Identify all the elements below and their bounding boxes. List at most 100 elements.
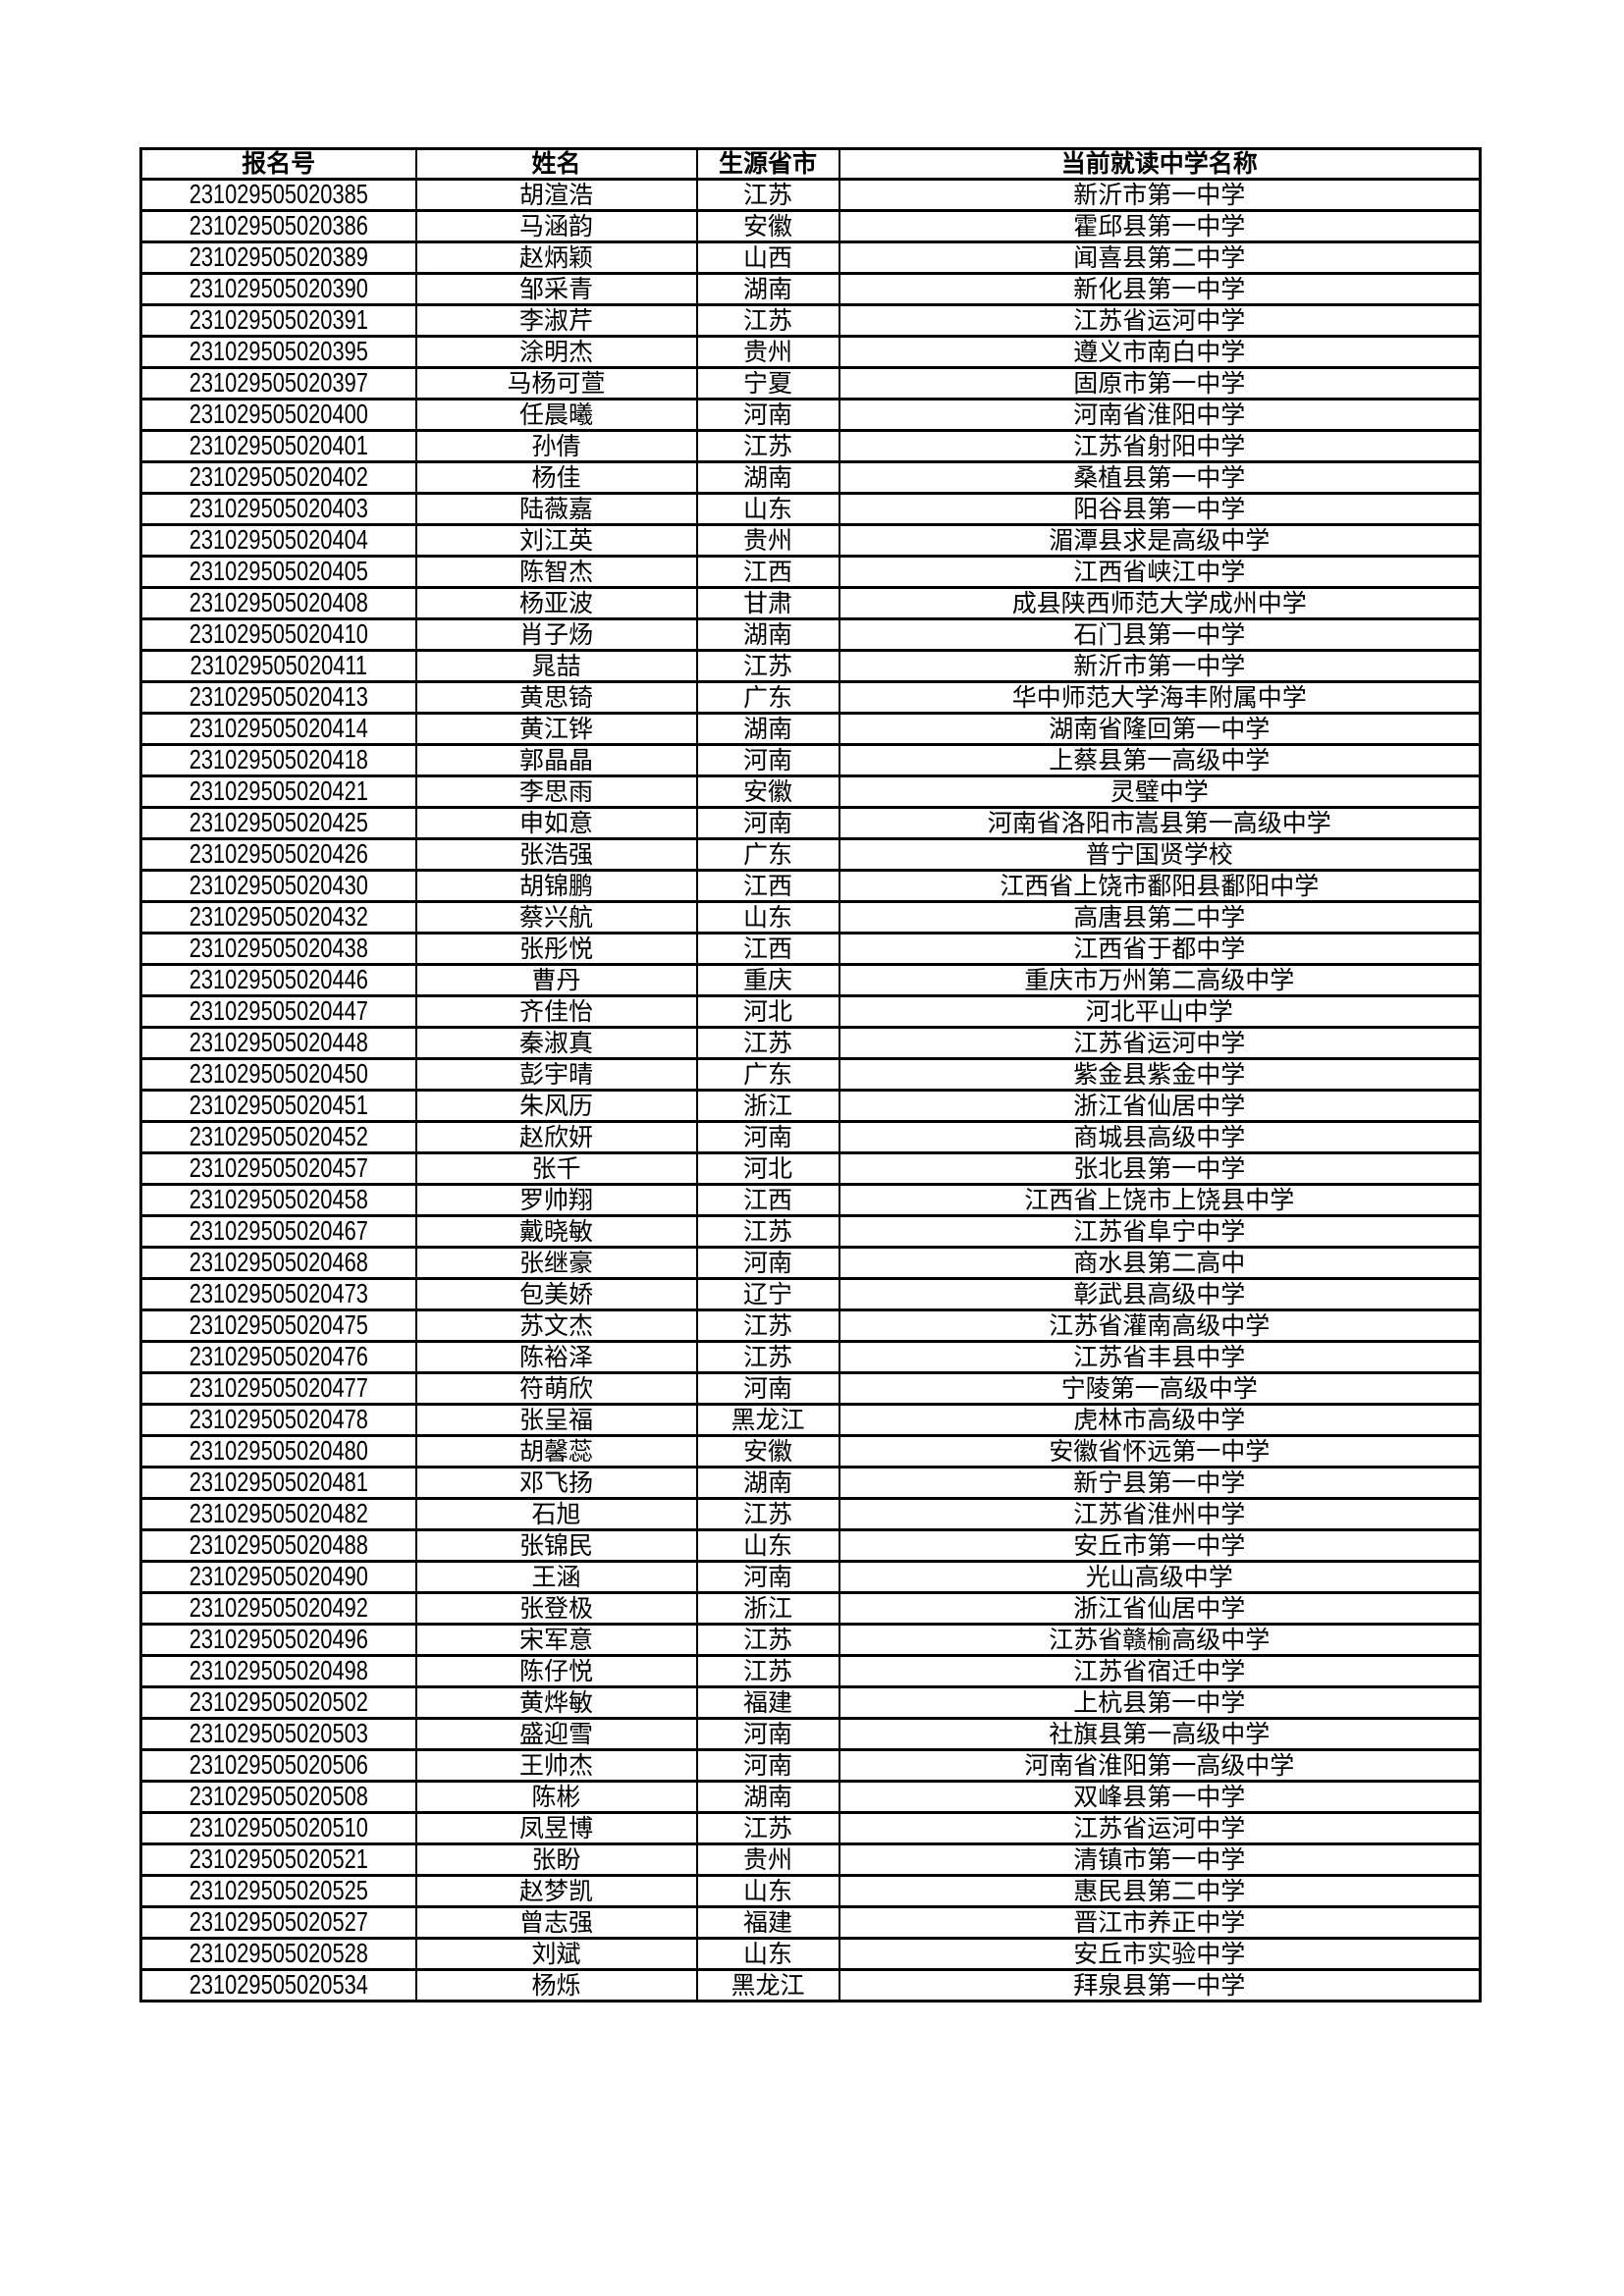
province-cell: 湖南 xyxy=(695,272,840,306)
registration-number-cell: 231029505020482 xyxy=(139,1497,417,1531)
registration-number: 231029505020432 xyxy=(189,901,368,932)
name-cell: 苏文杰 xyxy=(414,1308,698,1343)
province-cell: 湖南 xyxy=(695,460,840,495)
registration-number: 231029505020447 xyxy=(189,995,368,1026)
name-cell: 邓飞扬 xyxy=(414,1466,698,1500)
province-cell: 河南 xyxy=(695,1717,840,1751)
registration-number: 231029505020402 xyxy=(189,461,368,492)
school-cell: 新宁县第一中学 xyxy=(838,1466,1482,1500)
registration-number-cell: 231029505020401 xyxy=(139,429,417,463)
table-row: 231029505020426 张浩强 广东 普宁国贤学校 xyxy=(139,837,1482,872)
table-row: 231029505020395 涂明杰 贵州 遵义市南白中学 xyxy=(139,335,1482,369)
school-cell: 灵璧中学 xyxy=(838,774,1482,809)
registration-number-cell: 231029505020492 xyxy=(139,1591,417,1626)
table-row: 231029505020405 陈智杰 江西 江西省峡江中学 xyxy=(139,555,1482,589)
registration-number-cell: 231029505020496 xyxy=(139,1623,417,1657)
school-cell: 新沂市第一中学 xyxy=(838,649,1482,683)
name-cell: 杨佳 xyxy=(414,460,698,495)
name-cell: 李淑芹 xyxy=(414,303,698,338)
registration-number: 231029505020418 xyxy=(189,744,368,774)
school-cell: 双峰县第一中学 xyxy=(838,1780,1482,1814)
registration-number-cell: 231029505020405 xyxy=(139,555,417,589)
province-cell: 江西 xyxy=(695,932,840,966)
header-school: 当前就读中学名称 xyxy=(838,147,1482,181)
registration-number-cell: 231029505020467 xyxy=(139,1214,417,1249)
registration-number-cell: 231029505020477 xyxy=(139,1371,417,1406)
table-row: 231029505020506 王帅杰 河南 河南省淮阳第一高级中学 xyxy=(139,1748,1482,1783)
table-row: 231029505020534 杨烁 黑龙江 拜泉县第一中学 xyxy=(139,1968,1482,2002)
school-cell: 社旗县第一高级中学 xyxy=(838,1717,1482,1751)
registration-number: 231029505020482 xyxy=(189,1498,368,1528)
registration-number: 231029505020510 xyxy=(189,1812,368,1842)
name-cell: 蔡兴航 xyxy=(414,900,698,934)
school-cell: 江西省于都中学 xyxy=(838,932,1482,966)
table-row: 231029505020498 陈仔悦 江苏 江苏省宿迁中学 xyxy=(139,1654,1482,1688)
table-row: 231029505020418 郭晶晶 河南 上蔡县第一高级中学 xyxy=(139,743,1482,777)
registration-number: 231029505020425 xyxy=(189,807,368,837)
province-cell: 河北 xyxy=(695,994,840,1029)
name-cell: 涂明杰 xyxy=(414,335,698,369)
province-cell: 江苏 xyxy=(695,1623,840,1657)
province-cell: 甘肃 xyxy=(695,586,840,620)
registration-number: 231029505020476 xyxy=(189,1341,368,1371)
student-list-table: 报名号 姓名 生源省市 当前就读中学名称 231029505020385 胡渲浩江… xyxy=(139,147,1482,2002)
name-cell: 赵炳颖 xyxy=(414,240,698,275)
school-cell: 新沂市第一中学 xyxy=(838,178,1482,212)
table-row: 231029505020457 张千 河北 张北县第一中学 xyxy=(139,1151,1482,1186)
name-cell: 邹采青 xyxy=(414,272,698,306)
name-cell: 朱风历 xyxy=(414,1089,698,1123)
province-cell: 江苏 xyxy=(695,429,840,463)
name-cell: 凤昱博 xyxy=(414,1811,698,1845)
registration-number: 231029505020473 xyxy=(189,1278,368,1308)
name-cell: 王涵 xyxy=(414,1560,698,1594)
registration-number: 231029505020401 xyxy=(189,430,368,460)
registration-number: 231029505020503 xyxy=(189,1718,368,1748)
province-cell: 广东 xyxy=(695,680,840,715)
school-cell: 桑植县第一中学 xyxy=(838,460,1482,495)
registration-number: 231029505020408 xyxy=(189,587,368,617)
table-row: 231029505020410 肖子炀 湖南 石门县第一中学 xyxy=(139,617,1482,652)
table-row: 231029505020490 王涵 河南 光山高级中学 xyxy=(139,1560,1482,1594)
registration-number: 231029505020390 xyxy=(189,273,368,303)
table-row: 231029505020446 曹丹 重庆 重庆市万州第二高级中学 xyxy=(139,963,1482,997)
registration-number: 231029505020490 xyxy=(189,1561,368,1591)
province-cell: 江苏 xyxy=(695,1654,840,1688)
registration-number-cell: 231029505020521 xyxy=(139,1842,417,1877)
name-cell: 戴晓敏 xyxy=(414,1214,698,1249)
registration-number-cell: 231029505020451 xyxy=(139,1089,417,1123)
name-cell: 黄烨敏 xyxy=(414,1685,698,1720)
registration-number-cell: 231029505020402 xyxy=(139,460,417,495)
school-cell: 江苏省运河中学 xyxy=(838,1811,1482,1845)
province-cell: 湖南 xyxy=(695,617,840,652)
school-cell: 高唐县第二中学 xyxy=(838,900,1482,934)
name-cell: 胡锦鹏 xyxy=(414,869,698,903)
registration-number-cell: 231029505020528 xyxy=(139,1937,417,1971)
registration-number-cell: 231029505020475 xyxy=(139,1308,417,1343)
name-cell: 石旭 xyxy=(414,1497,698,1531)
name-cell: 罗帅翔 xyxy=(414,1183,698,1217)
registration-number-cell: 231029505020432 xyxy=(139,900,417,934)
registration-number: 231029505020405 xyxy=(189,556,368,586)
province-cell: 广东 xyxy=(695,837,840,872)
province-cell: 安徽 xyxy=(695,209,840,243)
name-cell: 郭晶晶 xyxy=(414,743,698,777)
registration-number: 231029505020475 xyxy=(189,1309,368,1340)
table-row: 231029505020411 晁喆 江苏 新沂市第一中学 xyxy=(139,649,1482,683)
table-row: 231029505020448 秦淑真 江苏 江苏省运河中学 xyxy=(139,1026,1482,1060)
registration-number-cell: 231029505020503 xyxy=(139,1717,417,1751)
province-cell: 山东 xyxy=(695,1937,840,1971)
registration-number-cell: 231029505020450 xyxy=(139,1057,417,1092)
school-cell: 江苏省灌南高级中学 xyxy=(838,1308,1482,1343)
province-cell: 安徽 xyxy=(695,774,840,809)
registration-number: 231029505020414 xyxy=(189,713,368,743)
school-cell: 固原市第一中学 xyxy=(838,366,1482,400)
school-cell: 湄潭县求是高级中学 xyxy=(838,523,1482,558)
province-cell: 江苏 xyxy=(695,1340,840,1374)
school-cell: 商水县第二高中 xyxy=(838,1246,1482,1280)
registration-number-cell: 231029505020473 xyxy=(139,1277,417,1311)
name-cell: 张锦民 xyxy=(414,1528,698,1563)
registration-number-cell: 231029505020480 xyxy=(139,1434,417,1468)
school-cell: 霍邱县第一中学 xyxy=(838,209,1482,243)
registration-number-cell: 231029505020481 xyxy=(139,1466,417,1500)
registration-number-cell: 231029505020400 xyxy=(139,398,417,432)
